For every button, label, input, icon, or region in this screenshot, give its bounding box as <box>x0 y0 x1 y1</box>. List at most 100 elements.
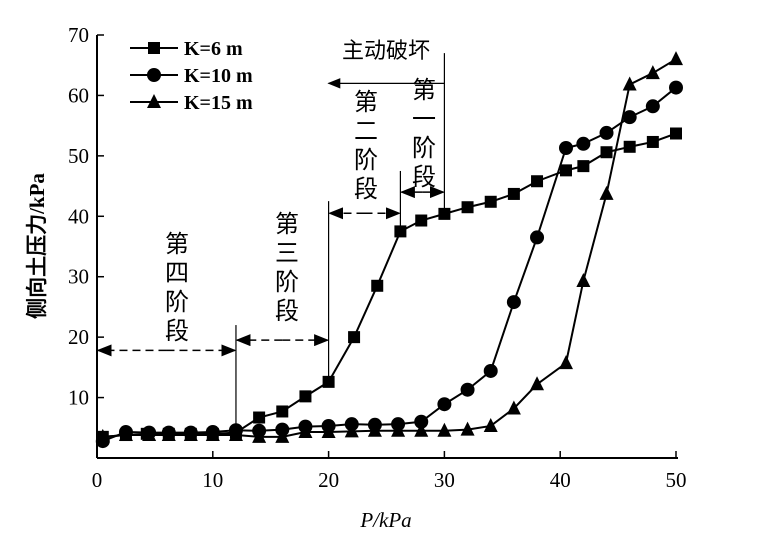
data-point <box>276 405 289 418</box>
data-point <box>321 424 336 439</box>
stage1-label: 阶 <box>412 135 436 162</box>
stage1-label: 一 <box>412 107 436 133</box>
x-tick-label: 30 <box>434 468 455 492</box>
data-point <box>507 187 520 200</box>
x-tick-label: 20 <box>318 468 339 492</box>
stage2-label: 第 <box>354 89 378 116</box>
legend: K=6 m K=10 m K=15 m <box>130 38 253 114</box>
data-point <box>558 355 573 370</box>
data-point <box>623 140 636 153</box>
data-point <box>437 422 452 437</box>
data-point <box>576 272 591 287</box>
data-point <box>506 400 521 415</box>
stage4-label: 四 <box>165 261 189 287</box>
legend-label: K=15 m <box>184 92 253 114</box>
data-point <box>558 141 573 156</box>
data-point <box>622 76 637 91</box>
stage3-label: 第 <box>275 211 299 238</box>
data-point <box>483 363 498 378</box>
series-layer <box>95 51 683 449</box>
data-point <box>599 185 614 200</box>
data-point <box>367 422 382 437</box>
stage2-label: 段 <box>354 176 378 203</box>
stage3-label: 阶 <box>275 269 299 296</box>
data-point <box>670 127 682 140</box>
data-point <box>559 164 572 177</box>
data-point <box>645 65 660 80</box>
legend-label: K=6 m <box>184 38 243 60</box>
series-circle <box>95 80 683 449</box>
legend-marker <box>148 42 160 54</box>
y-tick-label: 40 <box>68 204 89 228</box>
data-point <box>391 422 406 437</box>
stage1-label: 第 <box>412 77 436 104</box>
data-point <box>344 423 359 438</box>
data-point <box>506 295 521 310</box>
legend-marker <box>147 68 161 82</box>
data-point <box>118 427 133 442</box>
stage2-label: 二 <box>354 119 378 145</box>
data-point <box>669 51 683 66</box>
legend-marker <box>147 94 161 108</box>
y-tick-label: 10 <box>68 386 89 410</box>
y-tick-label: 70 <box>68 23 89 47</box>
data-point <box>298 424 313 439</box>
data-point <box>437 397 452 412</box>
data-point <box>646 135 659 148</box>
data-point <box>622 110 637 125</box>
legend-label: K=10 m <box>184 65 253 87</box>
data-point <box>645 99 660 114</box>
data-point <box>461 201 474 214</box>
data-point <box>483 417 498 432</box>
data-point <box>531 175 544 188</box>
x-tick-label: 40 <box>550 468 571 492</box>
data-point <box>577 160 590 173</box>
y-tick-label: 50 <box>68 144 89 168</box>
data-point <box>415 214 428 227</box>
data-point <box>348 331 361 344</box>
stage4-label: 阶 <box>165 289 189 316</box>
data-point <box>600 146 613 159</box>
data-point <box>142 427 157 442</box>
data-point <box>275 428 290 443</box>
data-point <box>599 125 614 140</box>
data-point <box>669 80 683 95</box>
data-point <box>299 390 312 403</box>
data-point <box>460 421 475 436</box>
x-tick-label: 0 <box>92 468 103 492</box>
stage3-label: 三 <box>275 241 299 267</box>
data-point <box>252 428 267 443</box>
data-point <box>394 225 407 238</box>
y-tick-label: 30 <box>68 265 89 289</box>
y-tick-label: 20 <box>68 325 89 349</box>
x-axis-label: P/kPa <box>359 508 411 532</box>
data-point <box>161 427 176 442</box>
data-point <box>530 376 545 391</box>
axes: 0 10 20 30 40 50 10 20 30 40 50 60 70 <box>68 23 687 492</box>
series-triangle <box>95 51 683 443</box>
data-point <box>371 279 384 292</box>
data-point <box>576 136 591 151</box>
stage2-label: 阶 <box>354 147 378 174</box>
stage1-label: 段 <box>412 164 436 191</box>
data-point <box>205 427 220 442</box>
data-point <box>253 411 266 424</box>
data-point <box>414 414 429 429</box>
data-point <box>322 375 335 388</box>
stage4-label: 第 <box>165 231 189 258</box>
data-point <box>95 428 110 443</box>
x-tick-label: 50 <box>666 468 687 492</box>
stage3-label: 段 <box>275 298 299 325</box>
y-tick-label: 60 <box>68 83 89 107</box>
data-point <box>228 427 243 442</box>
data-point <box>460 382 475 397</box>
active-failure-label: 主动破坏 <box>342 38 430 63</box>
x-tick-label: 10 <box>202 468 223 492</box>
y-axis-label: 侧向土压力/kPa <box>25 173 49 319</box>
stage4-label: 段 <box>165 318 189 345</box>
data-point <box>414 422 429 437</box>
data-point <box>183 427 198 442</box>
data-point <box>484 195 497 208</box>
